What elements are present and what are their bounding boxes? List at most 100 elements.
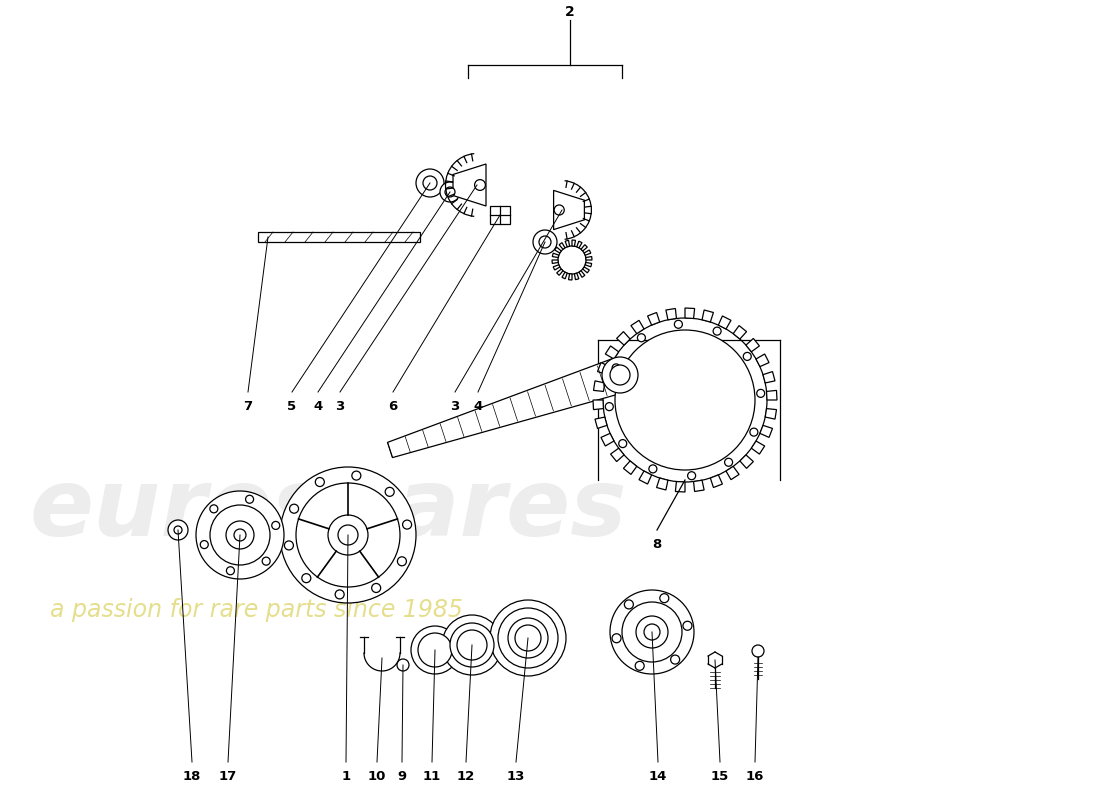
Circle shape xyxy=(456,630,487,660)
Polygon shape xyxy=(387,358,626,458)
Circle shape xyxy=(515,625,541,651)
Text: 3: 3 xyxy=(450,400,460,413)
Circle shape xyxy=(372,583,381,593)
Circle shape xyxy=(424,176,437,190)
Circle shape xyxy=(637,334,646,342)
Circle shape xyxy=(615,330,755,470)
Text: 4: 4 xyxy=(314,400,322,413)
Circle shape xyxy=(660,594,669,602)
Polygon shape xyxy=(726,466,739,480)
Polygon shape xyxy=(565,240,570,247)
Text: 15: 15 xyxy=(711,770,729,783)
Circle shape xyxy=(226,521,254,549)
Polygon shape xyxy=(605,346,618,359)
Circle shape xyxy=(168,520,188,540)
Polygon shape xyxy=(579,270,585,278)
Polygon shape xyxy=(675,482,685,492)
Circle shape xyxy=(644,624,660,640)
Circle shape xyxy=(245,495,254,503)
Polygon shape xyxy=(595,417,607,429)
Circle shape xyxy=(508,618,548,658)
Polygon shape xyxy=(576,242,582,248)
Circle shape xyxy=(416,169,444,197)
Polygon shape xyxy=(756,354,769,366)
Circle shape xyxy=(397,659,409,671)
Circle shape xyxy=(683,622,692,630)
Polygon shape xyxy=(554,247,561,253)
Circle shape xyxy=(285,541,294,550)
Polygon shape xyxy=(631,320,644,334)
Circle shape xyxy=(688,472,695,480)
Polygon shape xyxy=(711,475,723,487)
Polygon shape xyxy=(593,400,604,410)
Text: 9: 9 xyxy=(397,770,407,783)
Circle shape xyxy=(725,458,733,466)
Circle shape xyxy=(605,402,614,410)
Bar xyxy=(490,206,510,224)
Circle shape xyxy=(234,529,246,541)
Circle shape xyxy=(750,428,758,436)
Circle shape xyxy=(534,230,557,254)
Text: 12: 12 xyxy=(456,770,475,783)
Polygon shape xyxy=(552,260,558,263)
Polygon shape xyxy=(584,250,591,255)
Circle shape xyxy=(440,182,460,202)
Circle shape xyxy=(442,615,502,675)
Text: a passion for rare parts since 1985: a passion for rare parts since 1985 xyxy=(50,598,463,622)
Polygon shape xyxy=(597,362,611,374)
Circle shape xyxy=(474,180,485,190)
Polygon shape xyxy=(617,332,630,345)
Polygon shape xyxy=(760,426,772,438)
Polygon shape xyxy=(553,190,584,230)
Circle shape xyxy=(446,187,455,197)
Text: 14: 14 xyxy=(649,770,668,783)
Circle shape xyxy=(744,353,751,361)
Polygon shape xyxy=(718,316,732,329)
Text: 1: 1 xyxy=(341,770,351,783)
Circle shape xyxy=(636,616,668,648)
Polygon shape xyxy=(734,326,747,339)
Circle shape xyxy=(280,467,416,603)
Text: 16: 16 xyxy=(746,770,764,783)
Circle shape xyxy=(602,357,638,393)
Circle shape xyxy=(403,520,411,529)
Circle shape xyxy=(649,465,657,473)
Polygon shape xyxy=(562,272,568,278)
Text: 18: 18 xyxy=(183,770,201,783)
Text: 6: 6 xyxy=(388,400,397,413)
Polygon shape xyxy=(639,471,651,484)
Circle shape xyxy=(338,525,358,545)
Polygon shape xyxy=(557,269,563,275)
Circle shape xyxy=(397,557,406,566)
Text: eurospares: eurospares xyxy=(30,464,627,556)
Circle shape xyxy=(610,590,694,674)
Circle shape xyxy=(316,478,324,486)
Polygon shape xyxy=(552,253,559,258)
Circle shape xyxy=(621,602,682,662)
Polygon shape xyxy=(624,461,637,474)
Circle shape xyxy=(618,439,627,447)
Circle shape xyxy=(200,541,208,549)
Polygon shape xyxy=(751,441,764,454)
Polygon shape xyxy=(572,240,575,246)
Circle shape xyxy=(558,246,586,274)
Polygon shape xyxy=(740,455,754,468)
Text: 7: 7 xyxy=(243,400,253,413)
Polygon shape xyxy=(657,478,668,490)
Circle shape xyxy=(227,566,234,574)
Circle shape xyxy=(612,634,621,642)
Polygon shape xyxy=(585,262,592,267)
Circle shape xyxy=(610,365,630,385)
Circle shape xyxy=(450,623,494,667)
Circle shape xyxy=(328,515,369,555)
Polygon shape xyxy=(610,448,624,462)
Circle shape xyxy=(352,471,361,480)
Text: 4: 4 xyxy=(473,400,483,413)
Circle shape xyxy=(498,608,558,668)
Polygon shape xyxy=(583,267,590,273)
Circle shape xyxy=(539,236,551,248)
Polygon shape xyxy=(553,265,560,270)
Circle shape xyxy=(289,504,298,513)
Circle shape xyxy=(336,590,344,599)
Polygon shape xyxy=(586,257,592,260)
